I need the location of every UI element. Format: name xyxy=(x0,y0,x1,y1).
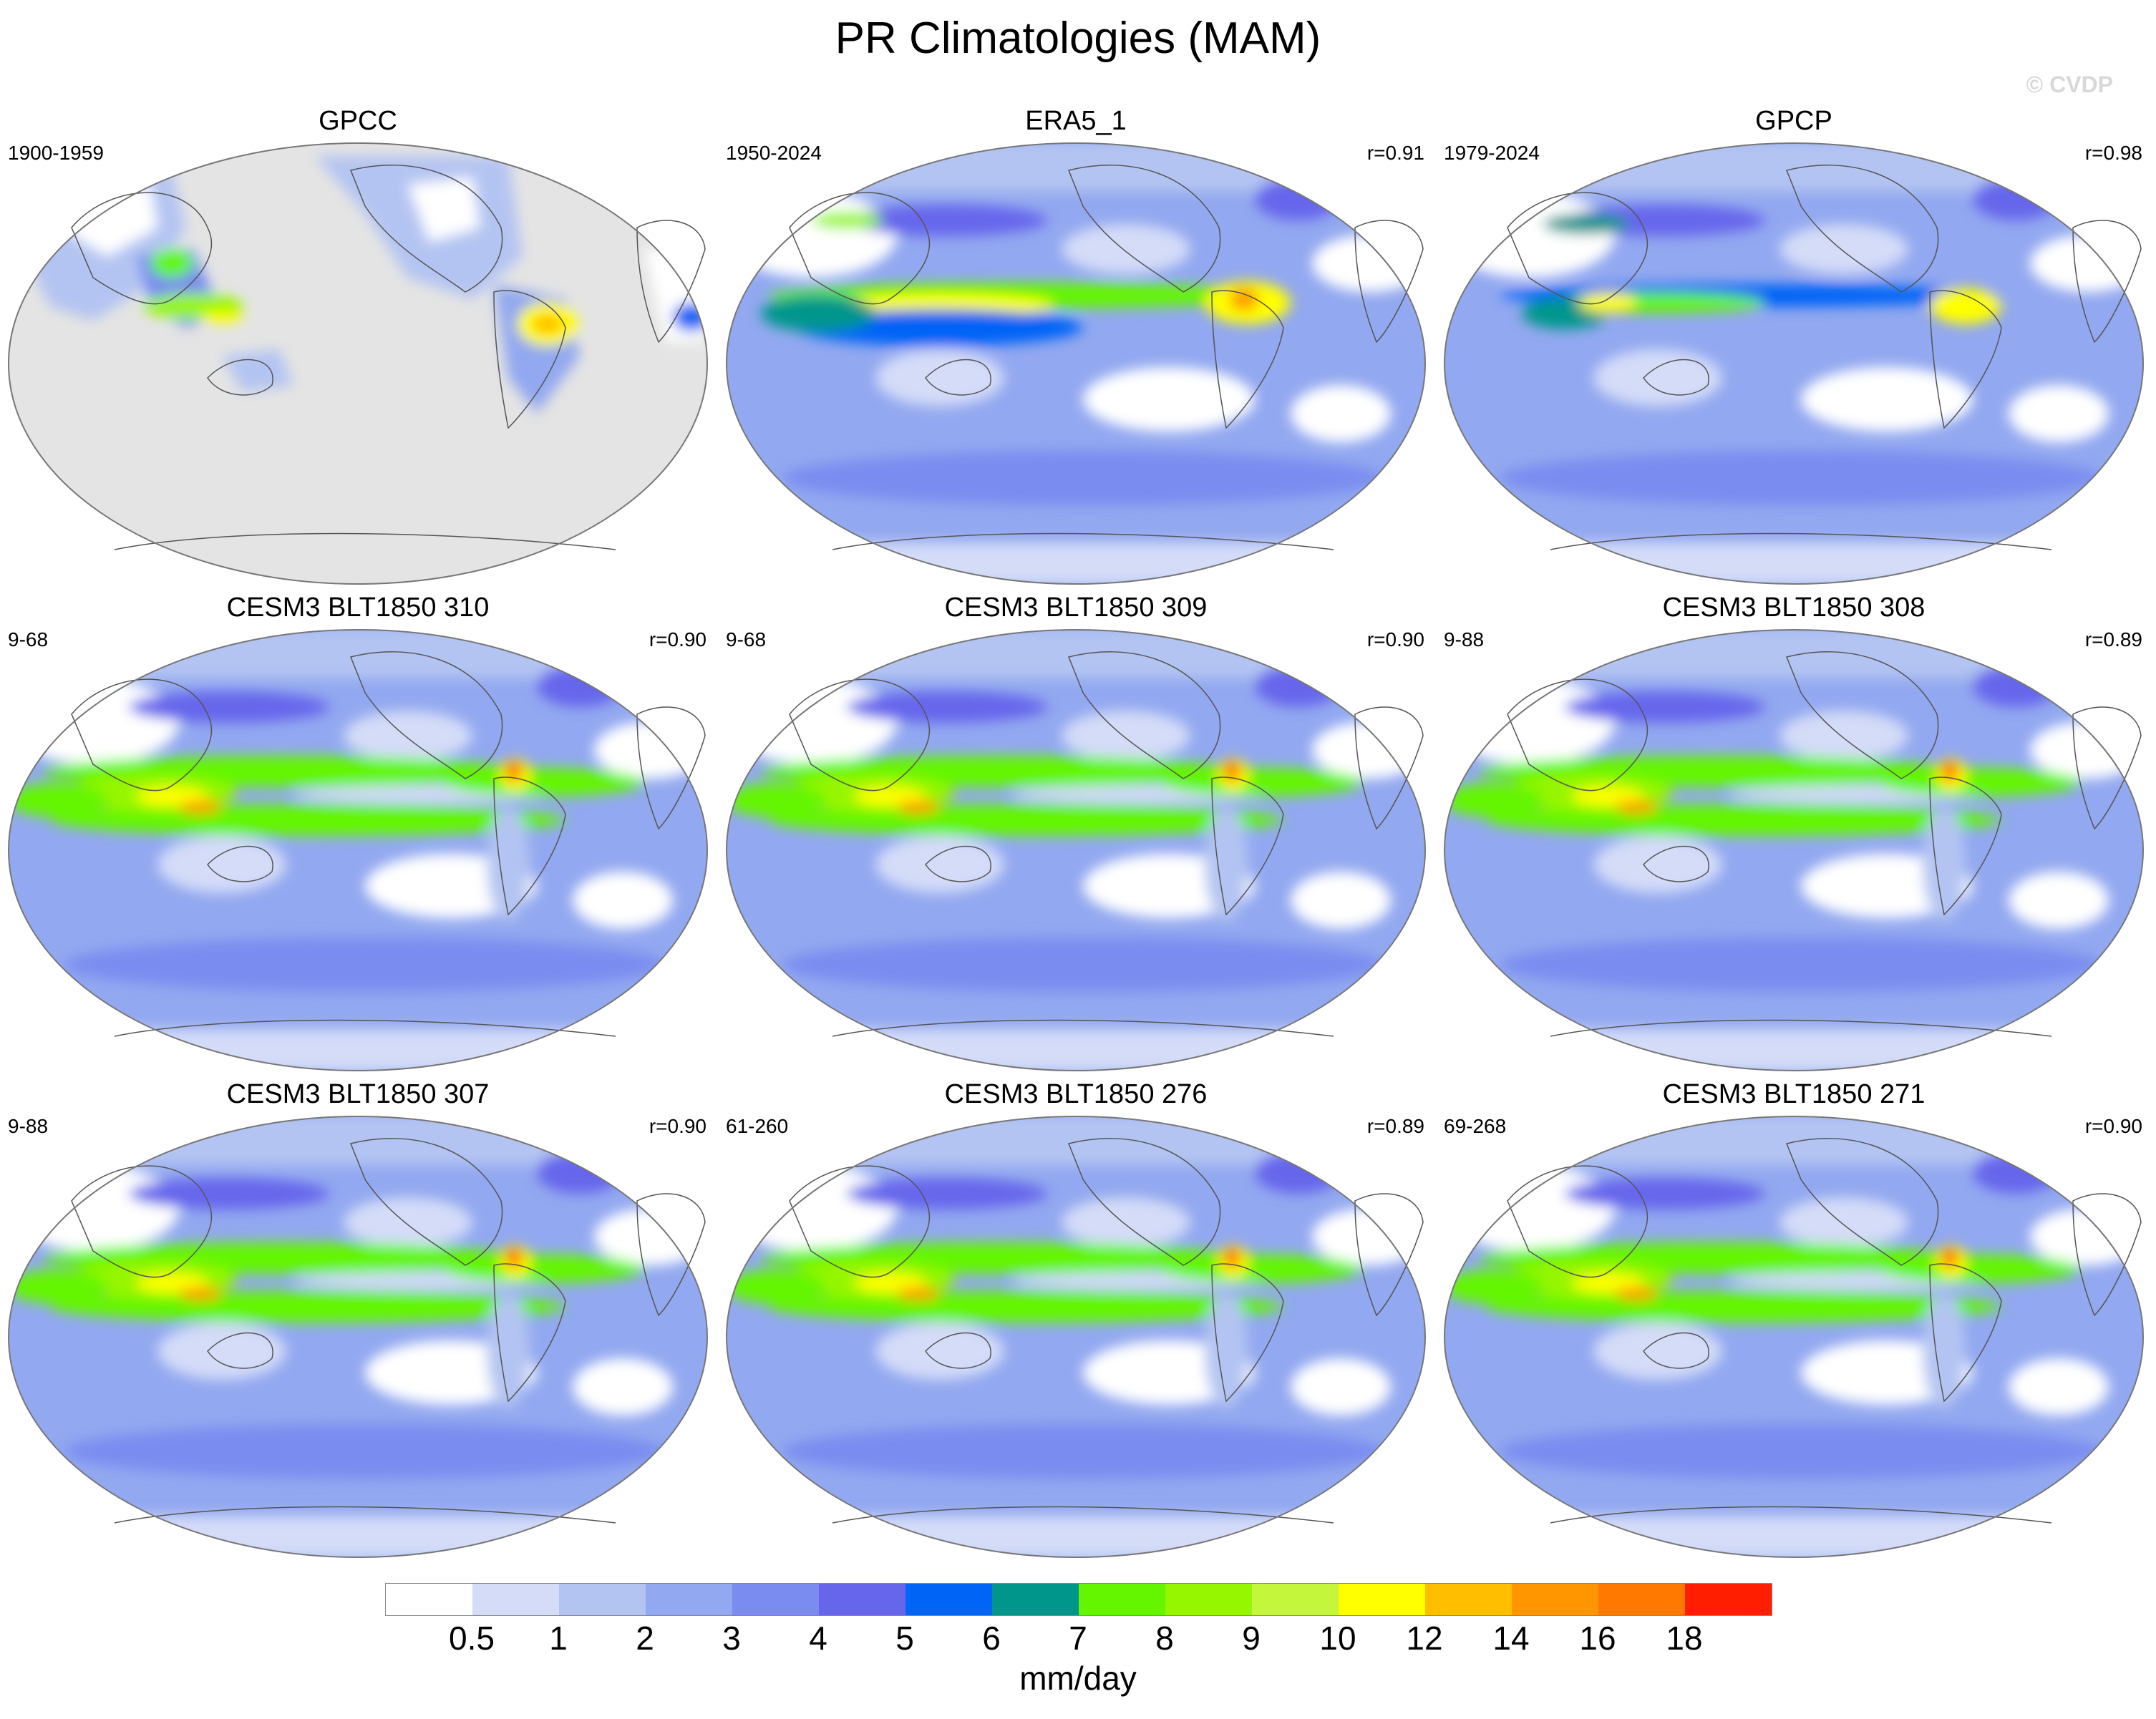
colorbar-tick-label: 2 xyxy=(636,1620,654,1657)
precip-field xyxy=(9,630,707,1071)
panel-years: 9-68 xyxy=(8,628,49,651)
map-border xyxy=(726,142,1426,585)
map-panel: CESM3 BLT1850 307 9-88 r=0.90 xyxy=(4,1079,712,1566)
watermark: © CVDP xyxy=(2026,72,2113,97)
panel-correlation: r=0.89 xyxy=(2084,628,2142,651)
precip-map xyxy=(8,629,708,1071)
coastlines xyxy=(789,1138,1424,1524)
colorbar-box xyxy=(646,1584,732,1615)
panel-title: GPCC xyxy=(319,106,397,136)
colorbar-box xyxy=(1079,1584,1165,1615)
map-panel: CESM3 BLT1850 271 69-268 r=0.90 xyxy=(1439,1079,2148,1566)
figure-title: PR Climatologies (MAM) xyxy=(835,14,1321,63)
map-border xyxy=(726,1116,1426,1558)
panel-years: 9-88 xyxy=(1444,628,1485,651)
map-panel: ERA5_1 1950-2024 r=0.91 xyxy=(722,106,1430,593)
colorbar-box xyxy=(732,1584,819,1615)
panel-years: 1950-2024 xyxy=(726,142,822,164)
panel-correlation: r=0.91 xyxy=(1366,142,1424,164)
colorbar-tick-label: 3 xyxy=(722,1620,741,1657)
precip-map xyxy=(8,142,708,585)
panel-title: ERA5_1 xyxy=(1025,106,1127,136)
colorbar-box xyxy=(472,1584,559,1615)
colorbar-tick-label: 6 xyxy=(982,1620,1001,1657)
colorbar-tick-label: 0.5 xyxy=(449,1620,495,1657)
precip-map xyxy=(8,1116,708,1558)
colorbar-labels: 0.5 1 2 3 4 5 6 7 8 9 10 12 14 16 18 xyxy=(385,1619,1771,1662)
panel-title: CESM3 BLT1850 308 xyxy=(1662,593,1926,623)
map-panel: CESM3 BLT1850 310 9-68 r=0.90 xyxy=(4,593,712,1079)
colorbar-box xyxy=(1685,1584,1772,1615)
panel-correlation: r=0.98 xyxy=(2084,142,2142,164)
colorbar-tick-label: 5 xyxy=(895,1620,914,1657)
colorbar-box xyxy=(1339,1584,1425,1615)
precip-map xyxy=(726,142,1426,585)
map-border xyxy=(8,1116,708,1558)
precip-map xyxy=(1444,1116,2144,1558)
coastlines xyxy=(789,165,1424,550)
colorbar-tick-label: 4 xyxy=(809,1620,827,1657)
colorbar xyxy=(385,1583,1772,1616)
panel-years: 61-260 xyxy=(726,1115,789,1137)
panel-years: 1900-1959 xyxy=(8,142,104,164)
coastlines xyxy=(1507,651,2142,1037)
panel-title: CESM3 BLT1850 307 xyxy=(226,1079,490,1109)
colorbar-units: mm/day xyxy=(1019,1660,1137,1697)
panel-title: CESM3 BLT1850 310 xyxy=(226,593,490,623)
panel-title: CESM3 BLT1850 276 xyxy=(944,1079,1208,1109)
panel-years: 9-68 xyxy=(726,628,767,651)
panel-correlation: r=0.90 xyxy=(649,628,706,651)
panel-title: GPCP xyxy=(1755,106,1832,136)
precip-map xyxy=(1444,142,2144,585)
colorbar-box xyxy=(1165,1584,1252,1615)
map-border xyxy=(1444,629,2144,1071)
map-border xyxy=(726,629,1426,1071)
colorbar-tick-label: 7 xyxy=(1069,1620,1087,1657)
colorbar-box xyxy=(1425,1584,1512,1615)
panel-correlation: r=0.90 xyxy=(2084,1115,2142,1137)
colorbar-tick-label: 10 xyxy=(1319,1620,1356,1657)
map-border xyxy=(8,629,708,1071)
coastlines xyxy=(71,165,706,550)
panel-correlation: r=0.90 xyxy=(649,1115,706,1137)
precip-map xyxy=(726,629,1426,1071)
map-panel: CESM3 BLT1850 276 61-260 r=0.89 xyxy=(722,1079,1430,1566)
precip-map xyxy=(726,1116,1426,1558)
coastlines xyxy=(1507,1138,2142,1524)
map-panel: GPCC 1900-1959 xyxy=(4,106,712,593)
colorbar-tick-label: 14 xyxy=(1492,1620,1530,1657)
coastlines xyxy=(71,651,706,1037)
panel-years: 1979-2024 xyxy=(1444,142,1540,164)
colorbar-box xyxy=(386,1584,472,1615)
colorbar-tick-label: 8 xyxy=(1155,1620,1174,1657)
colorbar-box xyxy=(1252,1584,1339,1615)
colorbar-tick-label: 16 xyxy=(1579,1620,1616,1657)
colorbar-tick-label: 1 xyxy=(549,1620,568,1657)
panel-correlation: r=0.90 xyxy=(1366,628,1424,651)
colorbar-tick-label: 9 xyxy=(1242,1620,1261,1657)
colorbar-box xyxy=(1512,1584,1598,1615)
panel-title: CESM3 BLT1850 309 xyxy=(944,593,1208,623)
map-border xyxy=(8,142,708,585)
coastlines xyxy=(71,1138,706,1524)
precip-map xyxy=(1444,629,2144,1071)
panel-years: 9-88 xyxy=(8,1115,49,1137)
panel-correlation: r=0.89 xyxy=(1366,1115,1424,1137)
coastlines xyxy=(789,651,1424,1037)
panel-title: CESM3 BLT1850 271 xyxy=(1662,1079,1926,1109)
map-panel: CESM3 BLT1850 309 9-68 r=0.90 xyxy=(722,593,1430,1079)
map-border xyxy=(1444,1116,2144,1558)
colorbar-box xyxy=(905,1584,992,1615)
colorbar-box xyxy=(1598,1584,1685,1615)
colorbar-box xyxy=(819,1584,905,1615)
colorbar-tick-label: 12 xyxy=(1406,1620,1443,1657)
map-panel: CESM3 BLT1850 308 9-88 r=0.89 xyxy=(1439,593,2148,1079)
colorbar-tick-label: 18 xyxy=(1666,1620,1703,1657)
map-border xyxy=(1444,142,2144,585)
colorbar-box xyxy=(992,1584,1079,1615)
colorbar-box xyxy=(559,1584,646,1615)
panel-years: 69-268 xyxy=(1444,1115,1507,1137)
coastlines xyxy=(1507,165,2142,550)
map-panel: GPCP 1979-2024 r=0.98 xyxy=(1439,106,2148,593)
